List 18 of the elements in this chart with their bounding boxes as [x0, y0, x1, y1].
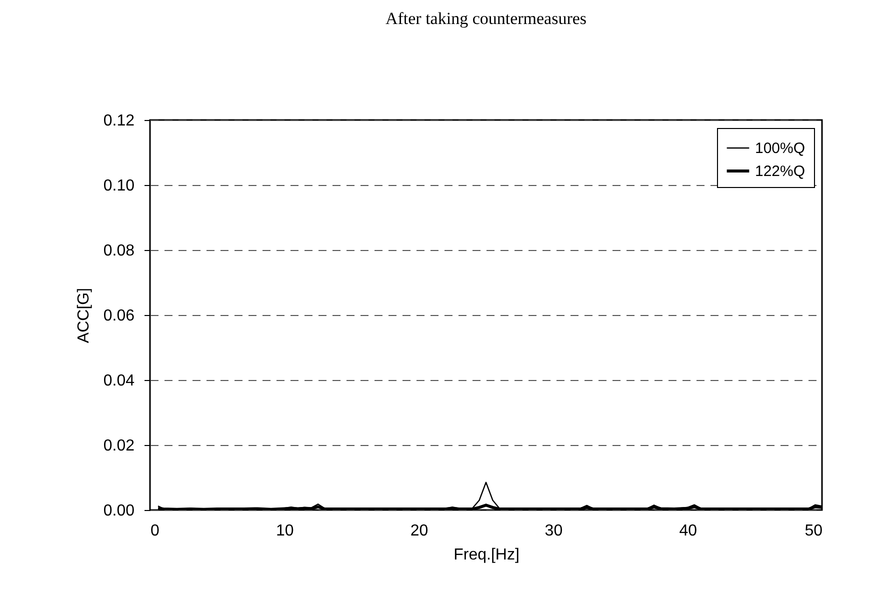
x-tick-label: 0	[150, 522, 160, 540]
x-tick-label: 30	[544, 522, 563, 540]
chart-title: After taking countermeasures	[385, 9, 587, 28]
y-tick-label: 0.06	[103, 308, 135, 324]
y-axis-title: ACC[G]	[75, 288, 92, 344]
y-tick-label: 0.04	[103, 372, 135, 390]
y-tick-label: 0.08	[103, 242, 135, 260]
x-tick-label: 50	[804, 522, 823, 540]
y-tick-label: 0.12	[103, 112, 135, 130]
legend-label: 122%Q	[755, 163, 806, 180]
x-tick-label: 20	[410, 522, 428, 540]
y-tick-label: 0.02	[103, 438, 135, 454]
x-tick-label: 10	[276, 522, 294, 540]
x-axis-title: Freq.[Hz]	[454, 546, 520, 564]
y-tick-label: 0.10	[103, 178, 135, 194]
y-tick-label: 0.00	[103, 502, 135, 520]
legend-label: 100%Q	[755, 140, 806, 157]
x-tick-label: 40	[679, 522, 698, 540]
